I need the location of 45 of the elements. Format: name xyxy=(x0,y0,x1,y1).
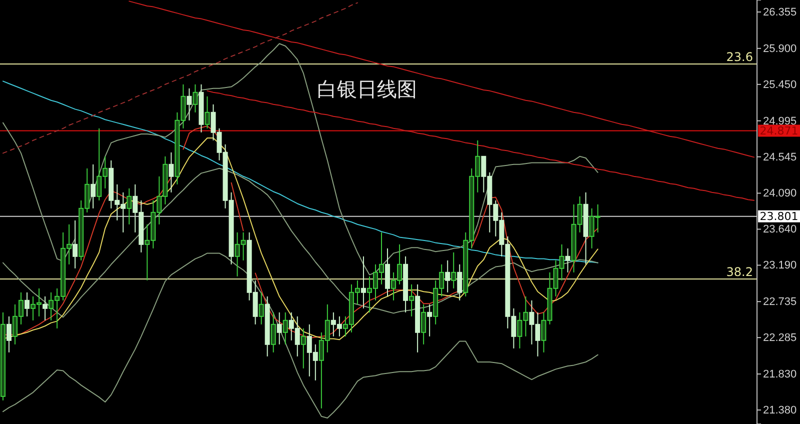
candlestick xyxy=(385,248,390,297)
y-tick-label: 22.735 xyxy=(763,296,797,308)
y-tick-label: 25.450 xyxy=(763,78,797,91)
y-tick-label: 21.380 xyxy=(763,404,797,417)
candlestick xyxy=(204,96,210,129)
line-series xyxy=(2,2,358,154)
candlestick xyxy=(72,220,78,269)
text: 白银日线图 xyxy=(317,77,417,101)
candlestick xyxy=(258,292,264,325)
ref-line-label: 23.801 xyxy=(760,210,798,224)
candlestick xyxy=(42,296,48,321)
annotation: 23.6 xyxy=(726,50,753,64)
line-series xyxy=(2,168,598,318)
line-series xyxy=(128,0,754,158)
annotation: 38.2 xyxy=(726,264,753,279)
y-tick-label: 23.640 xyxy=(763,224,797,236)
y-tick-label: 24.995 xyxy=(763,115,797,128)
candlestick xyxy=(24,292,30,317)
candlestick xyxy=(6,316,12,353)
line-series xyxy=(2,252,598,418)
y-tick-label: 23.190 xyxy=(763,260,797,272)
y-tick-label: 25.900 xyxy=(763,42,797,55)
candlestick xyxy=(276,312,282,345)
candlestick xyxy=(282,312,288,345)
candlestick xyxy=(409,284,414,317)
candlestick xyxy=(168,152,174,193)
candlestick xyxy=(360,256,366,309)
ref-line-label: 24.871 xyxy=(760,124,798,138)
y-tick-label: 24.545 xyxy=(763,151,797,164)
candlestick xyxy=(427,304,432,337)
candlestick xyxy=(421,304,426,345)
candlestick xyxy=(300,328,306,369)
candlestick xyxy=(451,252,456,289)
candlestick xyxy=(126,188,132,225)
candlestick xyxy=(457,264,462,301)
y-tick-label: 24.090 xyxy=(763,188,797,200)
candlestick xyxy=(270,312,276,353)
candlestick xyxy=(445,260,450,293)
y-tick-label: 22.285 xyxy=(763,332,797,344)
candlestick xyxy=(90,164,96,209)
y-tick-label: 26.355 xyxy=(763,6,797,19)
candlestick xyxy=(192,84,198,113)
candlestick xyxy=(565,248,570,273)
candlestick xyxy=(186,88,192,121)
y-tick-label: 21.830 xyxy=(763,368,797,381)
